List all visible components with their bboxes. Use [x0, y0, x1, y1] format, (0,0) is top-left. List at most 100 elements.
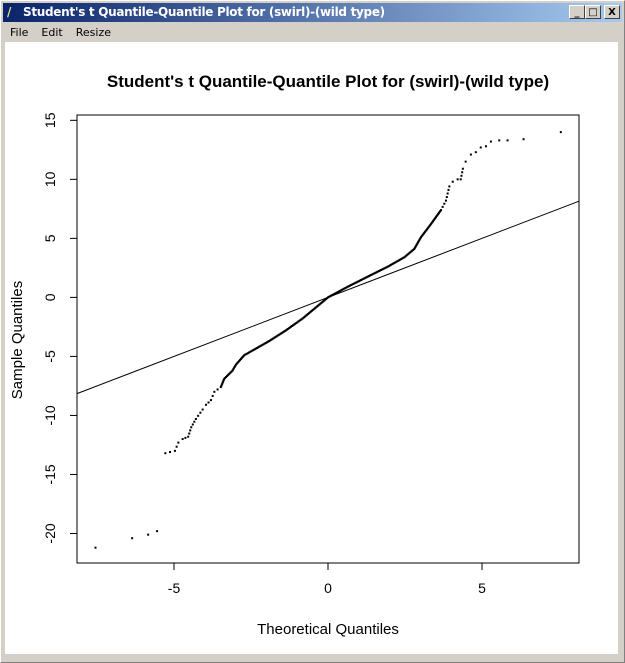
data-point	[271, 338, 274, 341]
data-point	[190, 426, 193, 429]
x-tick-label: 0	[324, 580, 332, 596]
data-point	[147, 533, 150, 536]
data-point	[388, 264, 391, 267]
data-point	[443, 202, 446, 205]
data-point	[300, 318, 303, 321]
data-point	[432, 219, 435, 222]
data-point	[291, 325, 294, 328]
data-point	[275, 335, 278, 338]
data-point	[484, 145, 487, 148]
menu-resize[interactable]: Resize	[75, 26, 111, 39]
data-point	[334, 292, 337, 295]
data-point	[263, 342, 266, 345]
data-point	[397, 259, 400, 262]
data-point	[250, 350, 253, 353]
data-point	[188, 432, 191, 435]
y-tick-label: 10	[42, 171, 58, 187]
data-point	[414, 245, 417, 248]
y-tick-label: 15	[42, 112, 58, 128]
minimize-button[interactable]: _	[569, 5, 585, 19]
data-point	[329, 295, 332, 298]
data-point	[378, 269, 381, 272]
data-point	[418, 239, 421, 242]
data-point	[358, 279, 361, 282]
data-point	[522, 138, 525, 141]
data-point	[187, 435, 190, 438]
data-point	[267, 340, 270, 343]
y-tick-label: -5	[42, 350, 58, 363]
data-point	[401, 257, 404, 260]
data-point	[446, 192, 449, 195]
data-point	[284, 329, 287, 332]
data-point	[346, 285, 349, 288]
data-point	[506, 139, 509, 142]
data-point	[330, 294, 333, 297]
data-point	[382, 267, 385, 270]
data-point	[362, 277, 365, 280]
data-point	[354, 281, 357, 284]
menu-file[interactable]: File	[10, 26, 29, 39]
data-point	[415, 244, 418, 247]
data-point	[336, 291, 339, 294]
plot-frame	[76, 114, 580, 564]
data-point	[254, 347, 257, 350]
data-point	[419, 237, 422, 240]
data-point	[297, 320, 300, 323]
close-button[interactable]: X	[604, 5, 620, 19]
data-point	[384, 266, 387, 269]
data-point	[461, 171, 464, 174]
data-point	[355, 281, 358, 284]
data-point	[337, 290, 340, 293]
data-point	[244, 353, 247, 356]
data-point	[361, 278, 364, 281]
data-point	[415, 243, 418, 246]
data-point	[448, 185, 451, 188]
data-point	[233, 366, 236, 369]
data-point	[277, 334, 280, 337]
data-point	[339, 289, 342, 292]
data-point	[441, 205, 444, 208]
data-point	[252, 348, 255, 351]
menu-edit[interactable]: Edit	[41, 26, 63, 39]
data-point	[294, 322, 297, 325]
data-point	[253, 348, 256, 351]
data-point	[285, 328, 288, 331]
y-tick-label: 0	[42, 293, 58, 301]
data-point	[433, 218, 436, 221]
data-point	[413, 247, 416, 250]
data-point	[438, 211, 441, 214]
data-point	[498, 139, 501, 142]
data-point	[413, 246, 416, 249]
data-point	[377, 270, 380, 273]
data-point	[348, 284, 351, 287]
data-point	[216, 388, 219, 391]
data-point	[292, 324, 295, 327]
data-point	[456, 178, 459, 181]
data-point	[274, 336, 277, 339]
data-point	[265, 341, 268, 344]
data-point	[262, 343, 265, 346]
data-point	[367, 275, 370, 278]
data-point	[220, 383, 223, 386]
data-point	[342, 288, 345, 291]
data-point	[243, 354, 246, 357]
data-point	[264, 341, 267, 344]
data-point	[251, 349, 254, 352]
data-point	[249, 350, 252, 353]
y-axis-label: Sample Quantiles	[9, 281, 26, 399]
data-point	[460, 174, 463, 177]
data-point	[184, 436, 187, 439]
data-point	[340, 289, 343, 292]
data-point	[464, 160, 467, 163]
data-point	[246, 352, 249, 355]
data-point	[374, 271, 377, 274]
title-bar[interactable]: / Student's t Quantile-Quantile Plot for…	[3, 3, 622, 22]
data-point	[286, 327, 289, 330]
data-point	[173, 449, 176, 452]
data-point	[221, 381, 224, 384]
data-point	[445, 196, 448, 199]
data-point	[268, 340, 271, 343]
data-point	[232, 367, 235, 370]
x-axis-label: Theoretical Quantiles	[257, 621, 399, 638]
maximize-button[interactable]: □	[585, 5, 601, 19]
